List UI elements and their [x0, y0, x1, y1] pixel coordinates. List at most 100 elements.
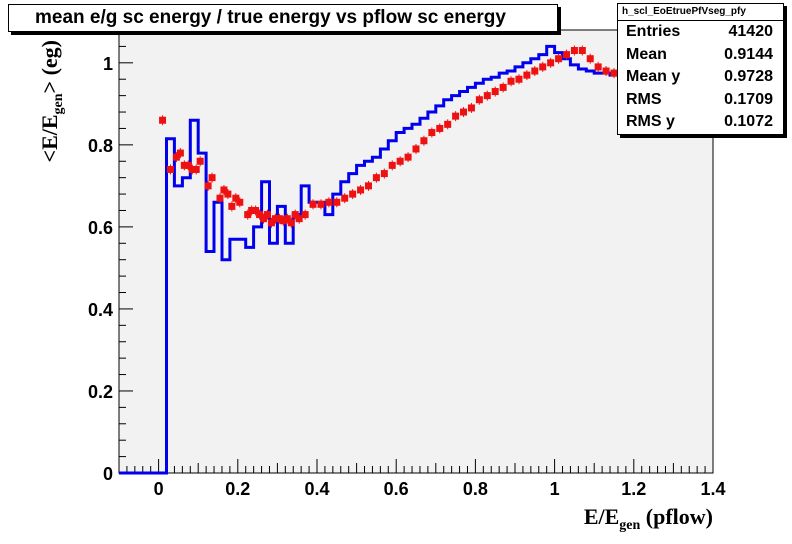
stats-row-mean: Mean 0.9144: [618, 44, 783, 67]
data-point: [523, 71, 531, 79]
data-point: [452, 112, 460, 120]
data-point: [357, 186, 365, 194]
data-point: [325, 198, 333, 206]
x-tick-label: 0.2: [225, 479, 250, 499]
data-point: [444, 120, 452, 128]
data-point: [208, 174, 216, 182]
data-point: [192, 165, 200, 173]
x-tick-label: 0: [154, 479, 164, 499]
data-point: [396, 157, 404, 165]
data-point: [555, 55, 563, 63]
stats-label: Mean: [626, 45, 667, 63]
y-tick-label: 1: [103, 54, 113, 74]
y-tick-label: 0.8: [88, 136, 113, 156]
data-point: [309, 200, 317, 208]
data-point: [224, 190, 232, 198]
x-tick-label: 1.4: [700, 479, 725, 499]
data-point: [252, 206, 260, 214]
y-axis-label: <E/Egen> (eg): [37, 40, 66, 162]
data-point: [341, 194, 349, 202]
x-tick-label: 0.8: [463, 479, 488, 499]
stats-label: RMS: [626, 90, 662, 108]
y-tick-label: 0.4: [88, 300, 113, 320]
data-point: [283, 215, 291, 223]
data-point: [216, 194, 224, 202]
data-point: [539, 63, 547, 71]
data-point: [301, 211, 309, 219]
data-point: [184, 161, 192, 169]
data-point: [578, 47, 586, 55]
data-point: [228, 202, 236, 210]
data-point: [467, 104, 475, 112]
data-point: [420, 137, 428, 145]
x-axis: 0 0.2 0.4 0.6 0.8 1 1.2 1.4: [118, 459, 726, 499]
y-axis: 0 0.2 0.4 0.6 0.8 1: [88, 29, 133, 484]
data-point: [610, 69, 618, 77]
stats-value: 0.1709: [724, 90, 773, 108]
stats-label: Mean y: [626, 68, 681, 85]
stats-row-rms-y: RMS y 0.1072: [618, 111, 783, 134]
data-point: [562, 51, 570, 59]
data-point: [412, 145, 420, 153]
data-point: [275, 215, 283, 223]
data-point: [602, 67, 610, 75]
y-tick-label: 0.6: [88, 218, 113, 238]
stats-value: 41420: [728, 23, 774, 40]
data-point: [232, 194, 240, 202]
x-tick-label: 1.2: [621, 479, 646, 499]
stats-row-rms: RMS 0.1709: [618, 89, 783, 112]
data-point: [507, 77, 515, 85]
stats-value: 0.1072: [724, 113, 773, 130]
data-point: [176, 149, 184, 157]
x-axis-label: E/Egen (pflow): [584, 504, 713, 533]
data-point: [333, 198, 341, 206]
data-point: [204, 182, 212, 190]
data-point: [172, 153, 180, 161]
data-point: [436, 124, 444, 132]
x-tick-label: 0.6: [384, 479, 409, 499]
data-point: [499, 83, 507, 91]
stats-value: 0.9144: [724, 45, 773, 63]
plot-frame: [118, 29, 714, 474]
data-point: [570, 47, 578, 55]
stats-histogram-name: h_scl_EoEtruePfVseg_pfy: [618, 4, 783, 21]
histogram-line: [119, 44, 706, 475]
x-tick-label: 1: [550, 479, 560, 499]
data-point: [364, 182, 372, 190]
data-point: [248, 206, 256, 214]
data-point: [180, 161, 188, 169]
stats-label: Entries: [626, 23, 681, 40]
stats-row-mean-y: Mean y 0.9728: [618, 66, 783, 89]
chart-title: mean e/g sc energy / true energy vs pflo…: [8, 4, 558, 32]
data-point: [460, 108, 468, 116]
data-point: [244, 211, 252, 219]
data-point: [594, 63, 602, 71]
data-point: [220, 186, 228, 194]
data-point: [515, 75, 523, 83]
data-point: [483, 92, 491, 100]
data-point: [475, 96, 483, 104]
data-point: [586, 55, 594, 63]
data-point: [271, 215, 279, 223]
data-point: [236, 198, 244, 206]
data-point: [267, 219, 275, 227]
data-point: [491, 88, 499, 96]
data-point: [295, 215, 303, 223]
data-point: [188, 165, 196, 173]
data-point: [380, 170, 388, 178]
stats-label: RMS y: [626, 113, 675, 130]
data-point: [388, 161, 396, 169]
data-point: [404, 153, 412, 161]
y-tick-label: 0: [103, 464, 113, 484]
data-point: [264, 211, 271, 219]
data-point: [159, 116, 167, 124]
x-tick-label: 0.4: [304, 479, 329, 499]
data-point: [279, 217, 287, 225]
data-point: [349, 190, 357, 198]
data-point: [196, 157, 204, 165]
data-point: [256, 211, 264, 219]
data-point: [166, 165, 174, 173]
data-point: [531, 67, 539, 75]
stats-value: 0.9728: [724, 68, 773, 85]
